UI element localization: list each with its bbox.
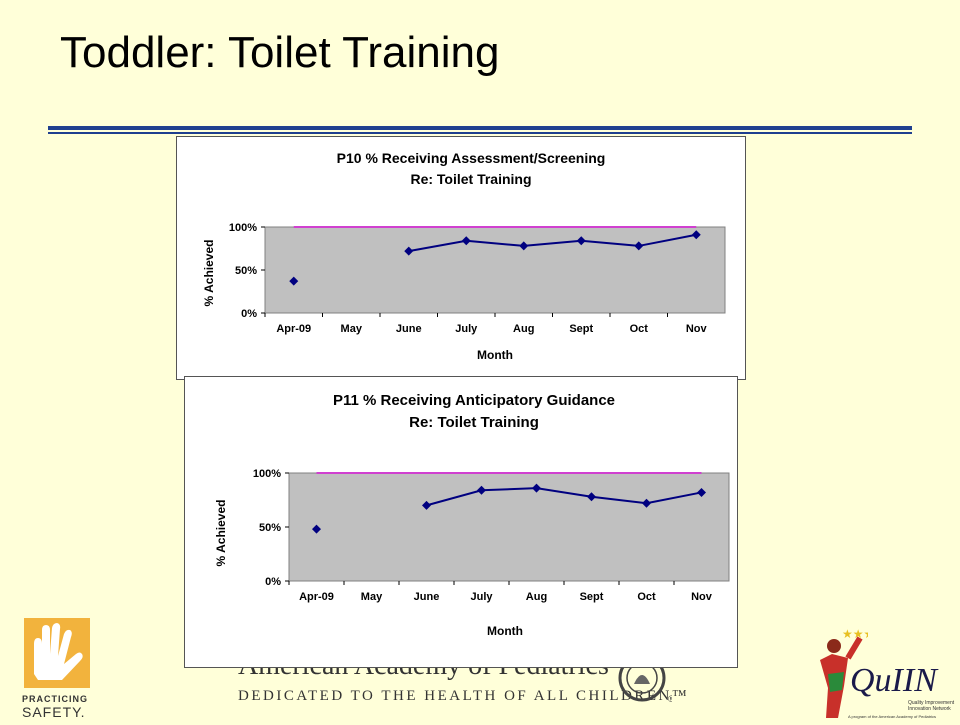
x-tick-label: Sept: [580, 591, 604, 603]
practicing-safety-logo: PRACTICING SAFETY.: [20, 614, 100, 720]
y-tick-label: 50%: [235, 265, 257, 277]
chart-p11-svg: P11 % Receiving Anticipatory Guidance Re…: [214, 392, 730, 638]
chart-subtitle: Re: Toilet Training: [410, 171, 531, 187]
chart-p10: P10 % Receiving Assessment/Screening Re:…: [176, 136, 746, 380]
y-tick-label: 100%: [253, 468, 281, 480]
x-axis-label: Month: [477, 348, 513, 362]
x-tick-label: Sept: [569, 323, 593, 335]
practicing-safety-line2: SAFETY.: [22, 704, 86, 720]
x-tick-label: Apr-09: [276, 323, 311, 335]
y-axis-label: % Achieved: [202, 240, 216, 307]
hands-icon: [24, 618, 90, 688]
title-divider-thick: [48, 126, 912, 130]
quiin-logo: ★★★★ QuIIN Quality Improvement Innovatio…: [808, 624, 958, 720]
y-tick-label: 100%: [229, 222, 257, 234]
data-point: [461, 236, 471, 246]
data-point: [422, 500, 431, 510]
title-divider-thin: [48, 132, 912, 134]
chart-title: P11 % Receiving Anticipatory Guidance: [333, 392, 615, 409]
data-point: [691, 230, 701, 240]
data-point: [576, 236, 586, 246]
x-tick-label: May: [341, 323, 363, 335]
x-tick-label: May: [361, 591, 383, 603]
data-point: [404, 246, 414, 256]
y-axis-label: % Achieved: [214, 500, 228, 567]
x-tick-label: Oct: [630, 323, 649, 335]
data-point: [477, 485, 486, 495]
x-tick-label: Nov: [686, 323, 708, 335]
chart-subtitle: Re: Toilet Training: [409, 414, 539, 431]
x-tick-label: Apr-09: [299, 591, 334, 603]
quiin-sub2: Innovation Network: [908, 706, 951, 712]
data-point: [642, 498, 651, 508]
x-axis-label: Month: [487, 624, 523, 638]
data-point: [312, 524, 321, 534]
data-point: [587, 492, 596, 502]
x-tick-label: Aug: [526, 591, 547, 603]
x-tick-label: Oct: [637, 591, 656, 603]
svg-text:®: ®: [668, 694, 672, 704]
data-point: [697, 487, 706, 497]
x-tick-label: July: [470, 591, 493, 603]
y-tick-label: 0%: [241, 308, 257, 320]
practicing-safety-line1: PRACTICING: [22, 694, 88, 704]
chart-p10-svg: P10 % Receiving Assessment/Screening Re:…: [202, 150, 726, 362]
chart-plot-area: 0% 50% 100% Apr-09 May June July Aug Sept Oct Nov: [229, 222, 726, 335]
x-tick-label: Nov: [691, 591, 713, 603]
svg-text:★★★★: ★★★★: [842, 627, 868, 641]
x-tick-label: Aug: [513, 323, 534, 335]
x-tick-label: July: [455, 323, 478, 335]
series-line: [426, 487, 702, 507]
chart-plot-area: 0% 50% 100% Apr-09 May June July Aug Sept Oct Nov: [253, 468, 730, 603]
chart-p11: P11 % Receiving Anticipatory Guidance Re…: [184, 376, 738, 668]
series-line: [408, 233, 697, 253]
quiin-name: QuIIN: [850, 662, 937, 699]
data-point: [289, 276, 299, 286]
data-point: [532, 483, 541, 493]
y-tick-label: 50%: [259, 522, 281, 534]
chart-title: P10 % Receiving Assessment/Screening: [337, 150, 606, 166]
quiin-sub1: Quality Improvement: [908, 700, 955, 706]
x-tick-label: June: [396, 323, 422, 335]
aap-tagline: DEDICATED TO THE HEALTH OF ALL CHILDREN™: [238, 688, 690, 704]
y-tick-label: 0%: [265, 576, 281, 588]
plot-background: [264, 226, 726, 314]
x-tick-label: June: [414, 591, 440, 603]
slide-title: Toddler: Toilet Training: [60, 28, 500, 77]
quiin-sub3: A program of the American Academy of Ped…: [848, 714, 937, 719]
data-point: [519, 241, 529, 251]
data-point: [634, 241, 644, 251]
